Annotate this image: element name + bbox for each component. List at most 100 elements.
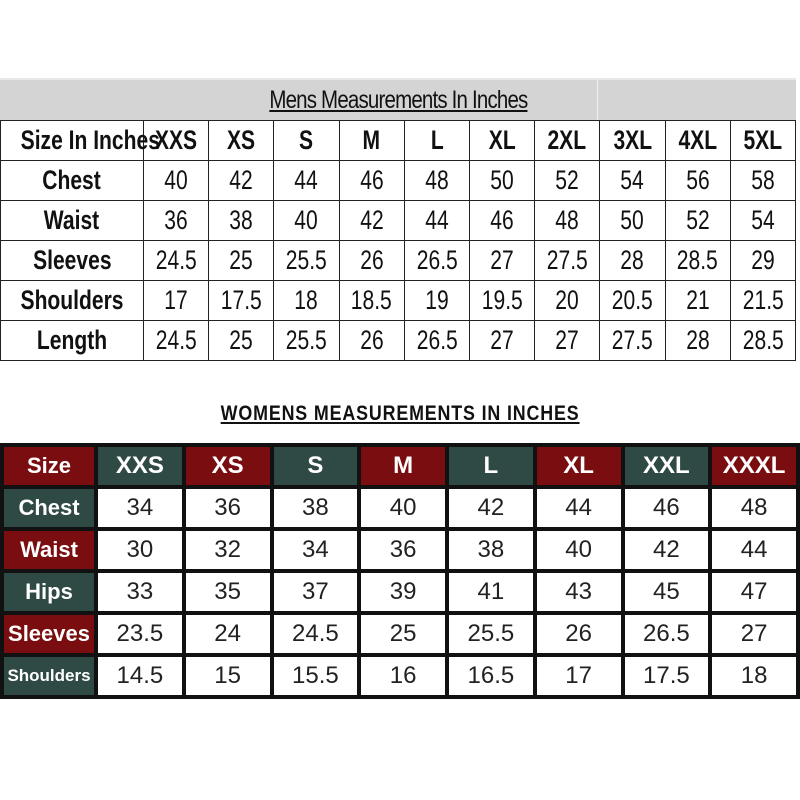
mens-value-cell: 26.5 bbox=[403, 320, 470, 361]
womens-header-label: Size bbox=[0, 443, 98, 489]
womens-size-header-text: XXXL bbox=[722, 452, 786, 479]
womens-value-cell: 34 bbox=[269, 527, 362, 573]
mens-value-cell: 28.5 bbox=[664, 240, 731, 281]
mens-value-cell-text: 52 bbox=[555, 165, 579, 195]
mens-value-cell-text: 25.5 bbox=[285, 245, 327, 275]
womens-value-cell: 38 bbox=[269, 485, 362, 531]
mens-value-cell-text: 54 bbox=[620, 165, 645, 195]
womens-value-cell-text: 17.5 bbox=[643, 662, 690, 689]
womens-value-cell: 24.5 bbox=[269, 611, 362, 657]
mens-value-cell-text: 27 bbox=[490, 325, 514, 355]
mens-size-header-text: S bbox=[299, 125, 314, 155]
womens-value-cell-text: 33 bbox=[126, 578, 154, 605]
mens-value-cell: 48 bbox=[403, 160, 470, 201]
womens-value-cell: 33 bbox=[94, 569, 186, 615]
mens-value-cell-text: 18 bbox=[294, 285, 319, 315]
womens-value-cell-text: 23.5 bbox=[116, 620, 164, 647]
mens-value-cell-text: 40 bbox=[294, 205, 319, 235]
mens-value-cell-text: 42 bbox=[229, 165, 253, 195]
mens-size-header: XS bbox=[208, 120, 275, 161]
womens-size-header: XXL bbox=[620, 443, 713, 489]
mens-size-header-text: M bbox=[362, 125, 381, 155]
mens-value-cell: 24.5 bbox=[142, 320, 210, 361]
womens-size-header-text: L bbox=[483, 452, 499, 479]
womens-value-cell-text: 15.5 bbox=[292, 662, 339, 689]
mens-value-cell-text: 27 bbox=[490, 245, 514, 275]
womens-value-cell: 27 bbox=[708, 611, 800, 657]
mens-value-cell: 44 bbox=[403, 200, 470, 241]
mens-value-cell: 42 bbox=[208, 160, 275, 201]
womens-value-cell-text: 27 bbox=[740, 620, 768, 647]
mens-row-label: Length bbox=[0, 320, 144, 361]
mens-value-cell-text: 18.5 bbox=[351, 285, 393, 315]
mens-value-cell-text: 56 bbox=[685, 165, 710, 195]
womens-size-header-text: XXL bbox=[643, 452, 690, 479]
womens-row-label: Sleeves bbox=[0, 611, 98, 657]
womens-value-cell-text: 34 bbox=[302, 536, 329, 563]
mens-value-cell: 18.5 bbox=[338, 280, 405, 321]
mens-size-header-text: XXS bbox=[155, 125, 198, 155]
womens-value-cell: 42 bbox=[620, 527, 713, 573]
mens-header-label-text: Size In Inches bbox=[20, 125, 160, 155]
womens-value-cell-text: 34 bbox=[126, 494, 154, 521]
womens-size-header: M bbox=[357, 443, 449, 489]
mens-size-header-text: L bbox=[430, 125, 444, 155]
mens-size-header: XXS bbox=[142, 120, 210, 161]
womens-value-cell: 44 bbox=[532, 485, 625, 531]
mens-value-cell: 29 bbox=[729, 240, 797, 281]
womens-size-header: L bbox=[445, 443, 537, 489]
mens-header-label: Size In Inches bbox=[0, 120, 160, 161]
womens-value-cell: 14.5 bbox=[94, 653, 186, 699]
womens-title-wrap: WOMENS MEASUREMENTS IN INCHES bbox=[0, 402, 800, 426]
womens-size-header: S bbox=[269, 443, 362, 489]
mens-value-cell: 50 bbox=[468, 160, 536, 201]
mens-size-header-text: XL bbox=[488, 125, 516, 155]
womens-value-cell: 16.5 bbox=[445, 653, 537, 699]
womens-header-label-text: Size bbox=[26, 453, 72, 478]
mens-row-label: Waist bbox=[0, 200, 144, 241]
womens-row-label: Waist bbox=[0, 527, 98, 573]
womens-value-cell: 16 bbox=[357, 653, 449, 699]
womens-size-header-text: XL bbox=[563, 452, 594, 479]
mens-value-cell: 27 bbox=[534, 320, 601, 361]
womens-value-cell-text: 44 bbox=[565, 494, 592, 521]
mens-value-cell: 38 bbox=[208, 200, 275, 241]
womens-value-cell-text: 24.5 bbox=[292, 620, 339, 647]
mens-size-chart: Mens Measurements In Inches Size In Inch… bbox=[0, 78, 797, 361]
mens-value-cell: 52 bbox=[664, 200, 731, 241]
mens-value-cell: 28 bbox=[664, 320, 731, 361]
mens-row-length: Length 24.5 25 25.5 26 26.5 27 27 27.5 28 28.5 bbox=[0, 320, 797, 361]
mens-value-cell: 21.5 bbox=[729, 280, 797, 321]
mens-value-cell-text: 26 bbox=[359, 325, 384, 355]
mens-value-cell: 21 bbox=[664, 280, 731, 321]
womens-value-cell-text: 40 bbox=[389, 494, 417, 521]
womens-value-cell: 36 bbox=[181, 485, 274, 531]
womens-value-cell: 38 bbox=[445, 527, 537, 573]
mens-value-cell-text: 44 bbox=[294, 165, 319, 195]
mens-value-cell-text: 58 bbox=[751, 165, 775, 195]
mens-value-cell-text: 28 bbox=[685, 325, 710, 355]
womens-value-cell: 39 bbox=[357, 569, 449, 615]
womens-value-cell-text: 16 bbox=[389, 662, 417, 689]
mens-value-cell: 40 bbox=[273, 200, 340, 241]
mens-value-cell: 25.5 bbox=[273, 240, 340, 281]
womens-value-cell-text: 38 bbox=[302, 494, 329, 521]
womens-value-cell-text: 26 bbox=[565, 620, 592, 647]
mens-value-cell: 58 bbox=[729, 160, 797, 201]
mens-value-cell-text: 19 bbox=[425, 285, 449, 315]
womens-value-cell-text: 43 bbox=[565, 578, 592, 605]
mens-value-cell-text: 17.5 bbox=[220, 285, 262, 315]
mens-value-cell-text: 19.5 bbox=[481, 285, 523, 315]
mens-value-cell: 36 bbox=[142, 200, 210, 241]
womens-size-header-text: XS bbox=[211, 452, 244, 479]
mens-value-cell: 17.5 bbox=[208, 280, 275, 321]
mens-value-cell-text: 40 bbox=[164, 165, 188, 195]
mens-value-cell-text: 52 bbox=[685, 205, 710, 235]
womens-row-shoulders: Shoulders 14.5 15 15.5 16 16.5 17 17.5 18 bbox=[0, 653, 800, 699]
mens-row-label-text: Chest bbox=[42, 165, 102, 195]
womens-row-label: Hips bbox=[0, 569, 98, 615]
mens-title-band: Mens Measurements In Inches bbox=[0, 78, 796, 120]
mens-value-cell: 27.5 bbox=[534, 240, 601, 281]
mens-row-chest: Chest 40 42 44 46 48 50 52 54 56 58 bbox=[0, 160, 797, 201]
womens-value-cell-text: 39 bbox=[389, 578, 417, 605]
